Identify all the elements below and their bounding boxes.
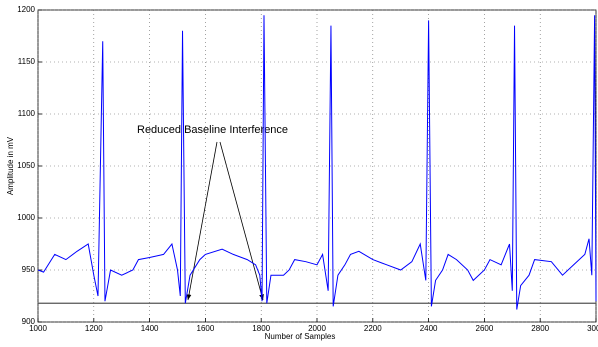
y-tick-label: 1000 (17, 213, 35, 222)
y-tick-label: 1200 (17, 5, 35, 14)
y-axis-label: Amplitude in mV (6, 136, 15, 195)
x-axis-label: Number of Samples (265, 332, 336, 341)
annotation: Reduced Baseline Interference (137, 124, 288, 136)
y-tick-label: 1100 (18, 109, 36, 118)
x-tick-label: 3000 (587, 324, 598, 333)
x-tick-label: 2000 (308, 324, 326, 333)
y-tick-label: 1150 (18, 57, 36, 66)
x-tick-label: 2800 (531, 324, 549, 333)
arrow (219, 141, 264, 301)
x-tick-label: 1200 (85, 324, 103, 333)
x-tick-label: 1600 (197, 324, 215, 333)
x-tick-label: 1400 (141, 324, 159, 333)
x-tick-label: 2400 (420, 324, 438, 333)
y-tick-label: 950 (22, 265, 36, 274)
y-tick-label: 900 (22, 317, 36, 326)
y-tick-label: 1050 (17, 161, 35, 170)
arrow (186, 141, 218, 301)
x-tick-label: 2200 (364, 324, 382, 333)
x-tick-label: 1000 (29, 324, 47, 333)
series-line (37, 15, 597, 310)
x-tick-label: 1800 (252, 324, 270, 333)
x-tick-label: 2600 (476, 324, 494, 333)
